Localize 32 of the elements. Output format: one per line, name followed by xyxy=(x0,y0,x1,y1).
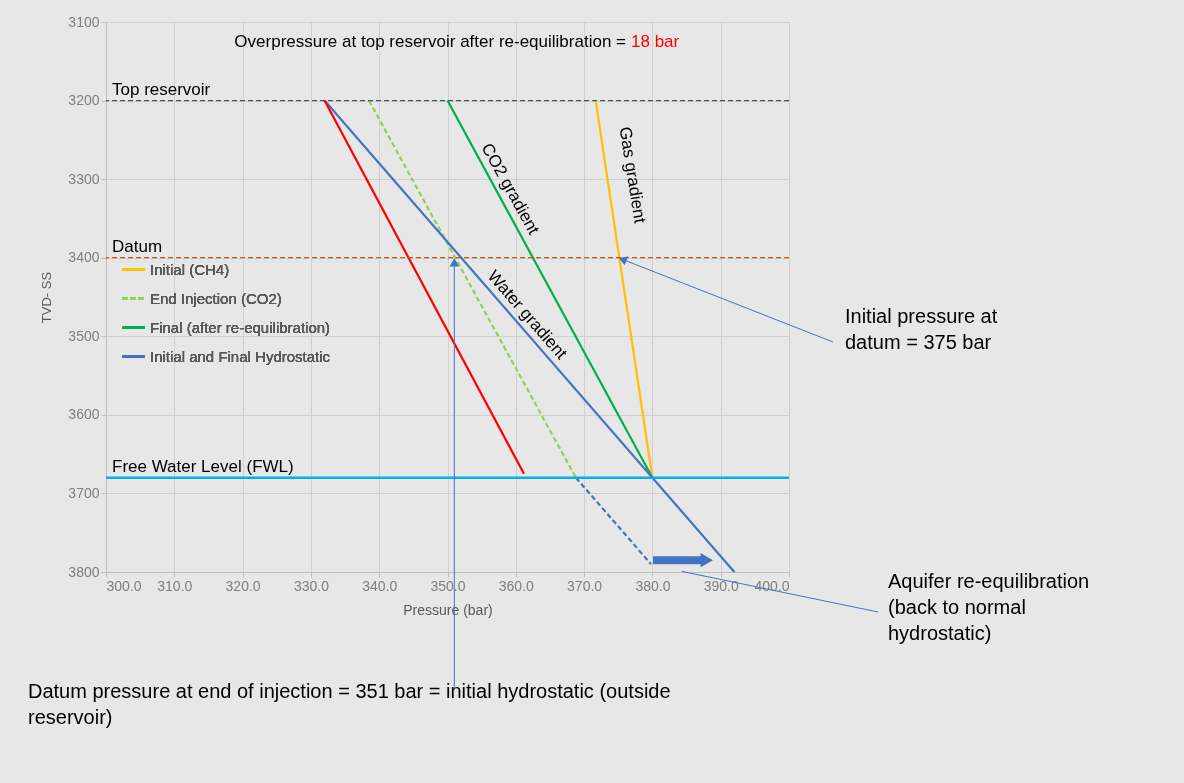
annotation: Datum pressure at end of injection = 351 bar = initial hydrostatic (outside reservoir) xyxy=(28,680,671,728)
y-tick-label: 3200 xyxy=(68,92,100,109)
legend-label: Initial and Final Hydrostatic xyxy=(150,347,331,365)
legend-label: Final (after re-equilibration) xyxy=(150,318,331,336)
y-tick-label: 3100 xyxy=(68,13,100,30)
y-tick-label: 3600 xyxy=(68,406,100,423)
annotation: Overpressure at top reservoir after re-equilibration = xyxy=(234,32,627,51)
x-tick-label: 360.0 xyxy=(498,577,535,594)
x-tick-label: 300.0 xyxy=(106,577,142,594)
x-tick-label: 380.0 xyxy=(635,577,671,594)
x-tick-label: 320.0 xyxy=(225,577,261,594)
y-tick-label: 3400 xyxy=(68,249,100,266)
x-tick-label: 390.0 xyxy=(703,577,739,594)
annotation: 18 bar xyxy=(631,32,680,51)
y-tick-label: 3500 xyxy=(68,327,100,344)
x-tick-label: 370.0 xyxy=(567,577,603,594)
annotation: Initial pressure at datum = 375 bar xyxy=(845,305,998,353)
text: Aquifer re-equilibration (back to normal hydrostatic) xyxy=(888,570,1090,644)
ref-line-label: Top reservoir xyxy=(112,79,211,99)
x-tick-label: 400.0 xyxy=(754,577,790,594)
x-tick-label: 340.0 xyxy=(362,577,398,594)
y-tick-label: 3700 xyxy=(68,484,100,501)
y-axis-title: TVD- SS xyxy=(39,271,55,324)
annotation: Gas gradient xyxy=(615,125,650,225)
legend-label: Initial (CH4) xyxy=(150,260,230,278)
y-tick-label: 3300 xyxy=(68,170,100,187)
legend-label: End Injection (CO2) xyxy=(150,289,282,307)
x-tick-label: 330.0 xyxy=(293,577,330,594)
ref-line-label: Datum xyxy=(112,236,163,256)
y-tick-label: 3800 xyxy=(68,563,100,580)
x-tick-label: 310.0 xyxy=(157,577,193,594)
ref-line-label: Free Water Level (FWL) xyxy=(112,456,294,476)
